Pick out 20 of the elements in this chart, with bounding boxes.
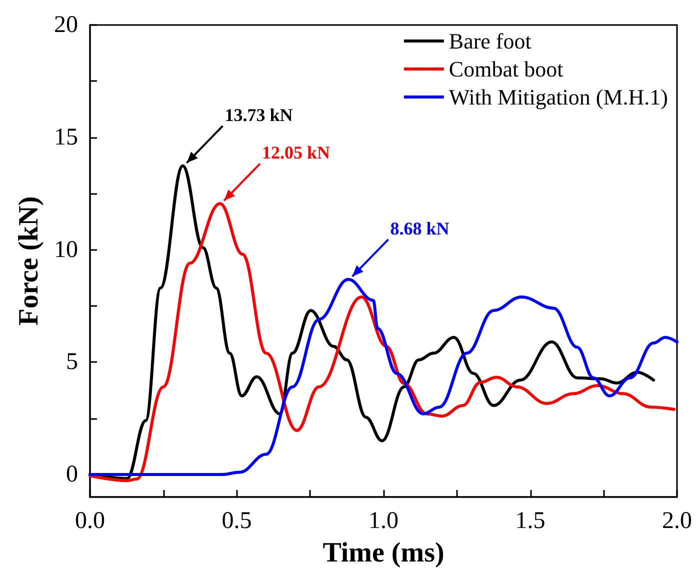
x-tick-label: 2.0 bbox=[662, 508, 692, 534]
annotation: 13.73 kN bbox=[224, 104, 293, 125]
y-tick-label: 5 bbox=[66, 349, 78, 376]
x-axis-title: Time (ms) bbox=[322, 538, 444, 568]
legend-label: Bare foot bbox=[448, 28, 532, 54]
line-series bbox=[88, 202, 676, 482]
legend-label: With Mitigation (M.H.1) bbox=[448, 84, 668, 110]
x-tick-label: 1.5 bbox=[515, 508, 546, 534]
y-axis-title: Force (kN) bbox=[14, 196, 45, 326]
annotation: 8.68 kN bbox=[390, 218, 450, 238]
y-tick-label: 20 bbox=[54, 12, 78, 38]
annotation: 12.05 kN bbox=[262, 142, 330, 163]
x-tick-label: 0.0 bbox=[75, 508, 105, 534]
legend-label: Combat boot bbox=[448, 56, 564, 82]
x-tick-label: 1.0 bbox=[368, 508, 398, 534]
y-tick-label: 10 bbox=[54, 236, 78, 263]
x-tick-label: 0.5 bbox=[222, 508, 252, 534]
y-tick-label: 0 bbox=[66, 462, 78, 488]
line-series bbox=[88, 278, 678, 476]
y-tick-label: 15 bbox=[54, 124, 78, 150]
